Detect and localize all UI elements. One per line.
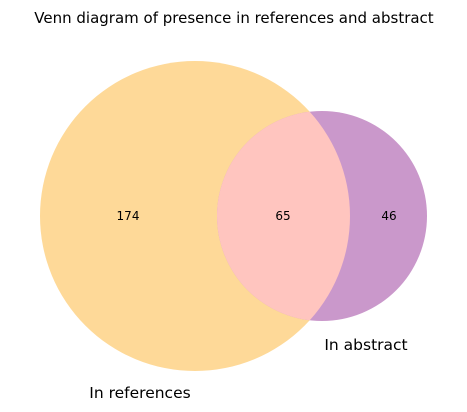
intersection-count: 65 [275,209,290,223]
abstract-only-count: 46 [381,209,396,223]
diagram-title: Venn diagram of presence in references a… [34,9,434,27]
references-only-count: 174 [117,209,140,223]
abstract-set-label: In abstract [324,336,407,354]
references-set-label: In references [89,384,190,402]
